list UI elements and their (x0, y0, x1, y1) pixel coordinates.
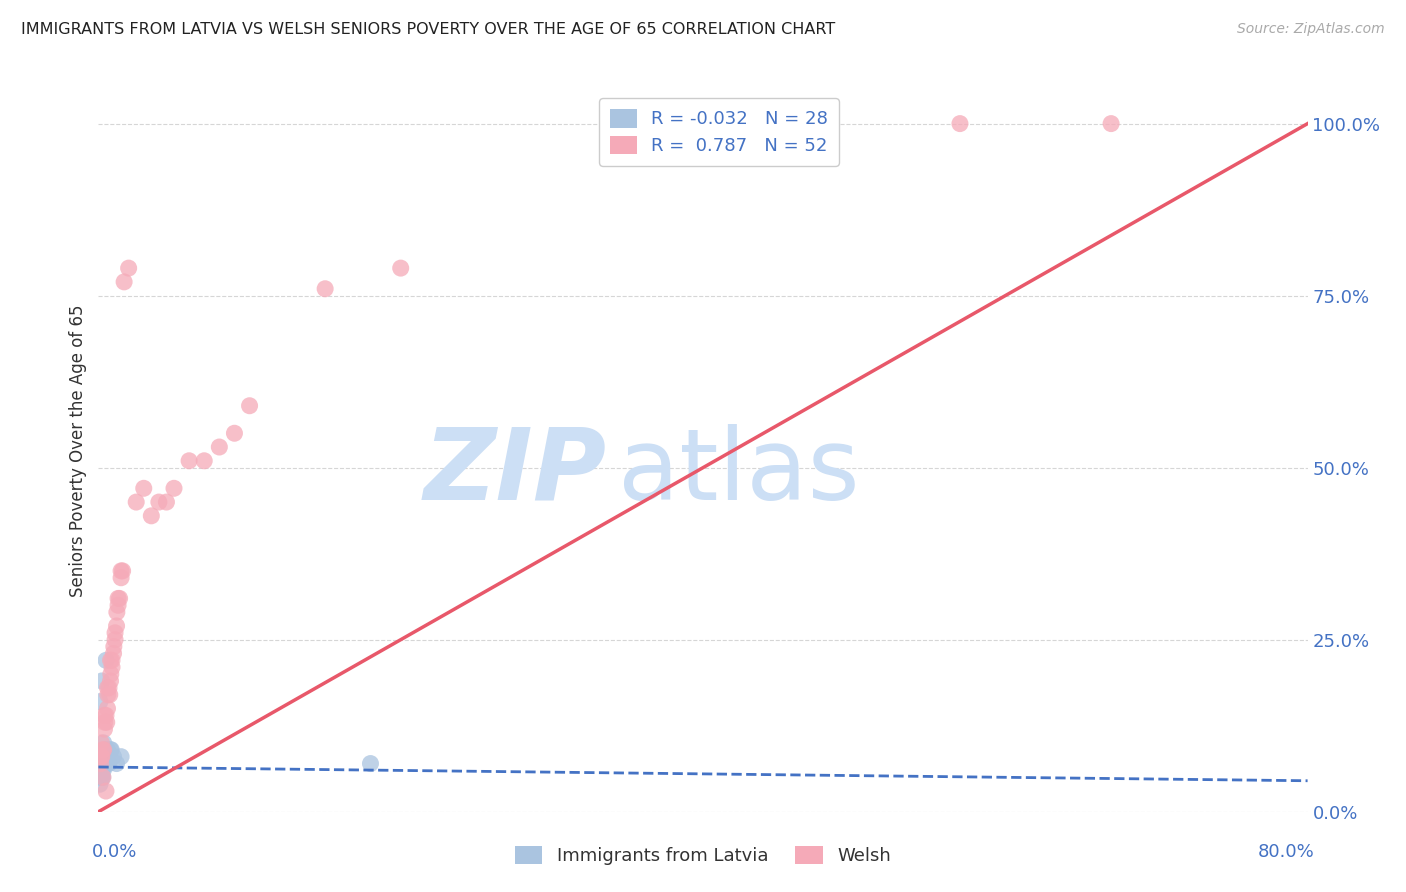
Point (239, 399, 262, 413)
Point (96, 756, 118, 771)
Point (96, 743, 118, 757)
Point (98, 681, 121, 695)
Point (112, 275, 135, 289)
Point (1099, 117, 1122, 131)
Point (105, 605, 128, 619)
Point (389, 261, 412, 276)
Point (103, 640, 125, 654)
Point (89, 777, 111, 791)
Point (224, 426, 246, 441)
Point (155, 495, 177, 509)
Point (94, 749, 117, 764)
Point (100, 743, 122, 757)
Point (110, 564, 132, 578)
Point (93, 743, 115, 757)
Point (91, 743, 114, 757)
Point (90, 673, 112, 688)
Point (94, 708, 117, 723)
Legend: R = -0.032   N = 28, R =  0.787   N = 52: R = -0.032 N = 28, R = 0.787 N = 52 (599, 98, 839, 166)
Point (96, 701, 118, 715)
Point (94, 784, 117, 798)
Point (94, 653, 117, 667)
Text: ZIP: ZIP (423, 424, 606, 521)
Point (90, 736, 112, 750)
Point (98, 688, 121, 702)
Point (193, 454, 215, 468)
Point (94, 749, 117, 764)
Point (132, 481, 155, 495)
Point (94, 743, 117, 757)
Point (104, 625, 127, 640)
Point (110, 749, 132, 764)
Point (208, 440, 231, 454)
Point (97, 688, 120, 702)
Point (90, 756, 112, 771)
Point (93, 722, 115, 736)
Point (93, 736, 115, 750)
Point (141, 508, 163, 523)
Point (96, 715, 118, 730)
Point (148, 495, 170, 509)
Point (125, 495, 148, 509)
Point (100, 673, 122, 688)
Point (108, 591, 131, 606)
Text: IMMIGRANTS FROM LATVIA VS WELSH SENIORS POVERTY OVER THE AGE OF 65 CORRELATION C: IMMIGRANTS FROM LATVIA VS WELSH SENIORS … (21, 22, 835, 37)
Legend: Immigrants from Latvia, Welsh: Immigrants from Latvia, Welsh (506, 837, 900, 874)
Point (90, 749, 112, 764)
Point (91, 764, 114, 778)
Point (100, 653, 122, 667)
Point (91, 770, 114, 784)
Y-axis label: Seniors Poverty Over the Age of 65: Seniors Poverty Over the Age of 65 (69, 304, 87, 597)
Point (93, 749, 115, 764)
Point (314, 282, 336, 296)
Point (103, 749, 125, 764)
Point (118, 261, 141, 276)
Point (98, 756, 121, 771)
Point (100, 667, 122, 681)
Point (105, 619, 128, 633)
Point (103, 647, 125, 661)
Point (163, 481, 186, 495)
Point (89, 764, 111, 778)
Point (91, 749, 114, 764)
Point (90, 770, 112, 784)
Point (90, 770, 112, 784)
Point (89, 695, 111, 709)
Point (96, 681, 118, 695)
Point (111, 564, 134, 578)
Point (101, 653, 124, 667)
Point (949, 117, 972, 131)
Text: Source: ZipAtlas.com: Source: ZipAtlas.com (1237, 22, 1385, 37)
Point (110, 571, 132, 585)
Point (93, 708, 115, 723)
Point (360, 756, 382, 771)
Text: 80.0%: 80.0% (1258, 843, 1315, 861)
Point (107, 599, 129, 613)
Point (91, 764, 114, 778)
Point (101, 660, 124, 674)
Point (90, 756, 112, 771)
Text: 0.0%: 0.0% (91, 843, 136, 861)
Text: atlas: atlas (619, 424, 860, 521)
Point (179, 454, 201, 468)
Point (90, 756, 112, 771)
Point (91, 770, 114, 784)
Point (104, 632, 127, 647)
Point (90, 770, 112, 784)
Point (107, 591, 129, 606)
Point (94, 715, 117, 730)
Point (90, 749, 112, 764)
Point (105, 756, 128, 771)
Point (100, 743, 122, 757)
